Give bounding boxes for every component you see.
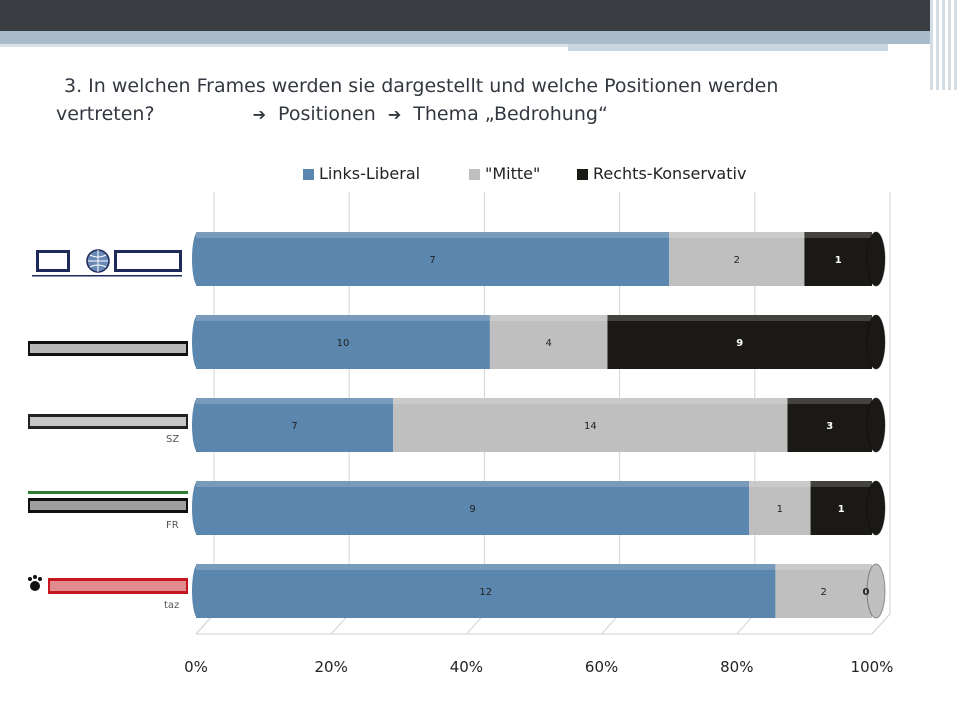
title-positions: Positionen — [278, 103, 376, 125]
bar-segment — [775, 564, 872, 618]
data-label: 7 — [429, 255, 435, 266]
legend-label: "Mitte" — [485, 164, 541, 183]
logo-frankfurter-allgemeine — [26, 335, 190, 363]
bar-segment-highlight — [489, 315, 608, 321]
bar-segment-highlight — [669, 232, 805, 238]
bar-segment-highlight — [810, 481, 872, 487]
logo-abbr-fr: FR — [166, 520, 179, 531]
bar-segment — [196, 564, 776, 618]
data-label: 0 — [863, 587, 870, 598]
header-band-dark — [0, 0, 960, 31]
x-tick-label: 40% — [450, 658, 483, 676]
data-label: 9 — [736, 338, 743, 349]
x-tick-label: 20% — [315, 658, 348, 676]
data-label: 12 — [479, 587, 492, 598]
bar-segment-highlight — [196, 564, 776, 570]
legend-label: Links-Liberal — [319, 164, 421, 183]
bar-segment-highlight — [196, 315, 490, 321]
bar-segment-highlight — [196, 398, 394, 404]
arrow-right-icon: ➔ — [252, 105, 266, 124]
bar-segment — [196, 232, 670, 286]
bar-segment — [607, 315, 872, 369]
bar-segment — [669, 232, 805, 286]
bar-segment — [393, 398, 788, 452]
data-label: 14 — [584, 421, 597, 432]
bar-segment-highlight — [607, 315, 872, 321]
data-label: 9 — [469, 504, 475, 515]
x-tick-label: 0% — [184, 658, 208, 676]
header-band-accent — [568, 44, 888, 51]
data-label: 1 — [838, 504, 845, 515]
header-band-stripes — [930, 0, 960, 90]
bar-segment — [810, 481, 872, 535]
bar-segment-highlight — [787, 398, 872, 404]
title-topic: Thema „Bedrohung“ — [413, 103, 608, 125]
bar-end-cap — [866, 480, 886, 536]
logo-die-welt — [26, 242, 190, 282]
legend-label: Rechts-Konservativ — [593, 164, 747, 183]
bar-segment-highlight — [196, 232, 670, 238]
bar-segment-highlight — [196, 481, 750, 487]
x-tick-label: 60% — [585, 658, 618, 676]
data-label: 1 — [835, 255, 842, 266]
slide-title: 3. In welchen Frames werden sie dargeste… — [56, 72, 896, 129]
title-question-end: vertreten? — [56, 103, 155, 125]
bar-segment — [196, 481, 750, 535]
data-label: 10 — [337, 338, 350, 349]
bar-segment-highlight — [804, 232, 872, 238]
bar-segment-highlight — [393, 398, 788, 404]
x-tick-label: 100% — [851, 658, 894, 676]
legend-swatch — [577, 169, 588, 180]
data-label: 1 — [777, 504, 783, 515]
data-label: 2 — [734, 255, 740, 266]
gridline-floor — [871, 613, 891, 635]
bar-end-cap — [866, 397, 886, 453]
header-band-light — [0, 31, 960, 44]
bar-segment — [804, 232, 872, 286]
logo-sueddeutsche-zeitung: SZ — [26, 408, 190, 445]
bar-end-cap — [866, 563, 886, 619]
bar-segment — [196, 315, 490, 369]
bar-segment-highlight — [749, 481, 811, 487]
arrow-right-icon: ➔ — [387, 105, 402, 124]
newspaper-logos: SZ FR taz — [22, 200, 192, 640]
x-tick-label: 80% — [720, 658, 753, 676]
bar-segment — [489, 315, 608, 369]
legend-swatch — [303, 169, 314, 180]
data-label: 3 — [826, 421, 833, 432]
bar-segment-highlight — [775, 564, 872, 570]
data-label: 2 — [821, 587, 827, 598]
logo-frankfurter-rundschau: FR — [26, 490, 190, 531]
data-label: 4 — [546, 338, 552, 349]
title-line-1: 3. In welchen Frames werden sie dargeste… — [64, 75, 779, 97]
logo-die-tageszeitung: taz — [26, 572, 190, 611]
data-label: 7 — [291, 421, 297, 432]
header-band-rule — [0, 44, 568, 47]
bar-end-cap — [866, 231, 886, 287]
title-line-2: vertreten? ➔ Positionen ➔ Thema „Bedrohu… — [56, 100, 896, 129]
bar-segment — [196, 398, 394, 452]
bar-segment — [749, 481, 811, 535]
bar-segment — [787, 398, 872, 452]
legend-swatch — [469, 169, 480, 180]
bar-end-cap — [866, 314, 886, 370]
logo-abbr-taz: taz — [164, 600, 180, 611]
logo-abbr-sz: SZ — [166, 434, 180, 445]
